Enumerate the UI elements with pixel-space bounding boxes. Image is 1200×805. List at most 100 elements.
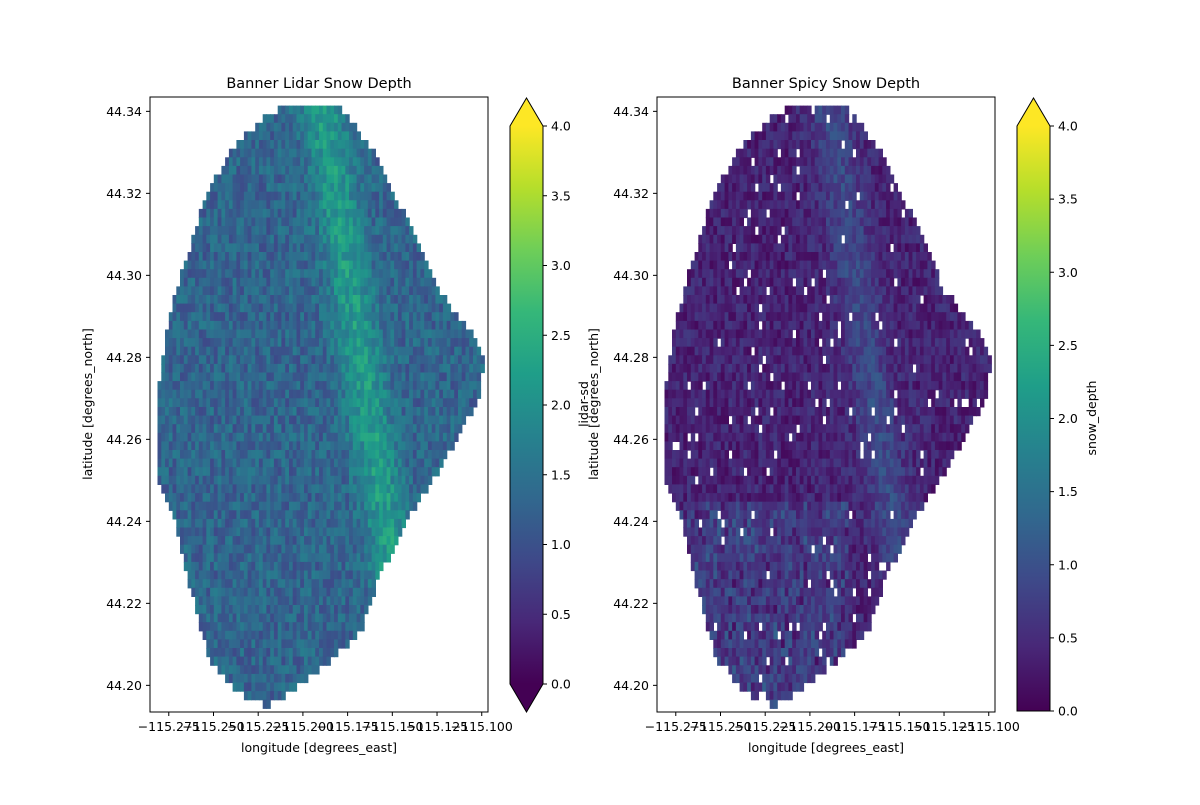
heatmap-cell bbox=[315, 106, 319, 115]
heatmap-cell bbox=[360, 295, 364, 304]
heatmap-cell bbox=[225, 261, 229, 270]
heatmap-cell bbox=[233, 631, 237, 640]
heatmap-cell bbox=[334, 140, 338, 149]
heatmap-cell bbox=[428, 364, 432, 373]
heatmap-cell bbox=[773, 157, 777, 166]
heatmap-cell bbox=[807, 261, 811, 270]
heatmap-cell bbox=[342, 476, 346, 485]
heatmap-cell bbox=[875, 243, 879, 252]
heatmap-cell bbox=[180, 519, 184, 528]
heatmap-cell bbox=[417, 347, 421, 356]
heatmap-cell bbox=[300, 261, 304, 270]
heatmap-cell bbox=[360, 355, 364, 364]
heatmap-cell bbox=[300, 390, 304, 399]
heatmap-cell bbox=[266, 312, 270, 321]
heatmap-cell bbox=[334, 519, 338, 528]
heatmap-cell bbox=[281, 140, 285, 149]
heatmap-cell bbox=[191, 502, 195, 511]
heatmap-cell bbox=[274, 218, 278, 227]
heatmap-cell bbox=[815, 243, 819, 252]
heatmap-cell bbox=[248, 390, 252, 399]
heatmap-cell bbox=[214, 398, 218, 407]
heatmap-cell bbox=[240, 596, 244, 605]
heatmap-cell bbox=[834, 261, 838, 270]
heatmap-cell bbox=[274, 355, 278, 364]
heatmap-cell bbox=[251, 278, 255, 287]
heatmap-cell bbox=[383, 545, 387, 554]
heatmap-cell bbox=[206, 390, 210, 399]
heatmap-cell bbox=[477, 381, 481, 390]
heatmap-cell bbox=[815, 252, 819, 261]
heatmap-cell bbox=[274, 175, 278, 184]
heatmap-cell bbox=[327, 493, 331, 502]
heatmap-cell bbox=[826, 261, 830, 270]
heatmap-cell bbox=[807, 114, 811, 123]
heatmap-cell bbox=[218, 192, 222, 201]
heatmap-cell bbox=[319, 304, 323, 313]
y-tick-label: 44.32 bbox=[106, 186, 142, 201]
heatmap-cell bbox=[360, 588, 364, 597]
heatmap-cell bbox=[375, 536, 379, 545]
heatmap-cell bbox=[233, 596, 237, 605]
heatmap-cell bbox=[725, 200, 729, 209]
heatmap-cell bbox=[266, 175, 270, 184]
heatmap-cell bbox=[319, 484, 323, 493]
heatmap-cell bbox=[214, 416, 218, 425]
heatmap-cell bbox=[248, 648, 252, 657]
heatmap-cell bbox=[214, 579, 218, 588]
heatmap-cell bbox=[300, 657, 304, 666]
heatmap-cell bbox=[841, 200, 845, 209]
heatmap-cell bbox=[274, 140, 278, 149]
heatmap-cell bbox=[206, 493, 210, 502]
heatmap-cell bbox=[191, 571, 195, 580]
heatmap-cell bbox=[184, 476, 188, 485]
heatmap-cell bbox=[274, 295, 278, 304]
heatmap-cell bbox=[206, 424, 210, 433]
heatmap-cell bbox=[800, 226, 804, 235]
heatmap-cell bbox=[300, 605, 304, 614]
heatmap-cell bbox=[860, 209, 864, 218]
heatmap-cell bbox=[417, 330, 421, 339]
heatmap-cell bbox=[815, 106, 819, 115]
heatmap-cell bbox=[882, 218, 886, 227]
heatmap-cell bbox=[248, 157, 252, 166]
heatmap-cell bbox=[266, 484, 270, 493]
heatmap-cell bbox=[319, 502, 323, 511]
heatmap-cell bbox=[360, 562, 364, 571]
heatmap-cell bbox=[409, 364, 413, 373]
heatmap-cell bbox=[402, 416, 406, 425]
heatmap-cell bbox=[308, 467, 312, 476]
heatmap-cell bbox=[826, 200, 830, 209]
heatmap-cell bbox=[788, 131, 792, 140]
heatmap-cell bbox=[308, 355, 312, 364]
heatmap-cell bbox=[342, 390, 346, 399]
heatmap-cell bbox=[315, 467, 319, 476]
heatmap-cell bbox=[248, 674, 252, 683]
heatmap-cell bbox=[342, 484, 346, 493]
heatmap-cell bbox=[860, 149, 864, 158]
heatmap-cell bbox=[413, 235, 417, 244]
heatmap-cell bbox=[248, 304, 252, 313]
heatmap-cell bbox=[417, 373, 421, 382]
heatmap-cell bbox=[402, 243, 406, 252]
heatmap-cell bbox=[383, 269, 387, 278]
heatmap-cell bbox=[890, 226, 894, 235]
heatmap-cell bbox=[248, 321, 252, 330]
heatmap-cell bbox=[788, 252, 792, 261]
heatmap-cell bbox=[300, 373, 304, 382]
heatmap-cell bbox=[308, 390, 312, 399]
heatmap-cell bbox=[315, 114, 319, 123]
heatmap-cell bbox=[315, 631, 319, 640]
heatmap-cell bbox=[353, 338, 357, 347]
heatmap-cell bbox=[300, 665, 304, 674]
heatmap-cell bbox=[315, 588, 319, 597]
heatmap-cell bbox=[368, 330, 372, 339]
heatmap-cell bbox=[721, 261, 725, 270]
heatmap-cell bbox=[781, 252, 785, 261]
heatmap-cell bbox=[214, 467, 218, 476]
heatmap-cell bbox=[807, 200, 811, 209]
heatmap-cell bbox=[834, 123, 838, 132]
heatmap-cell bbox=[319, 355, 323, 364]
heatmap-cell bbox=[349, 493, 353, 502]
heatmap-cell bbox=[214, 631, 218, 640]
